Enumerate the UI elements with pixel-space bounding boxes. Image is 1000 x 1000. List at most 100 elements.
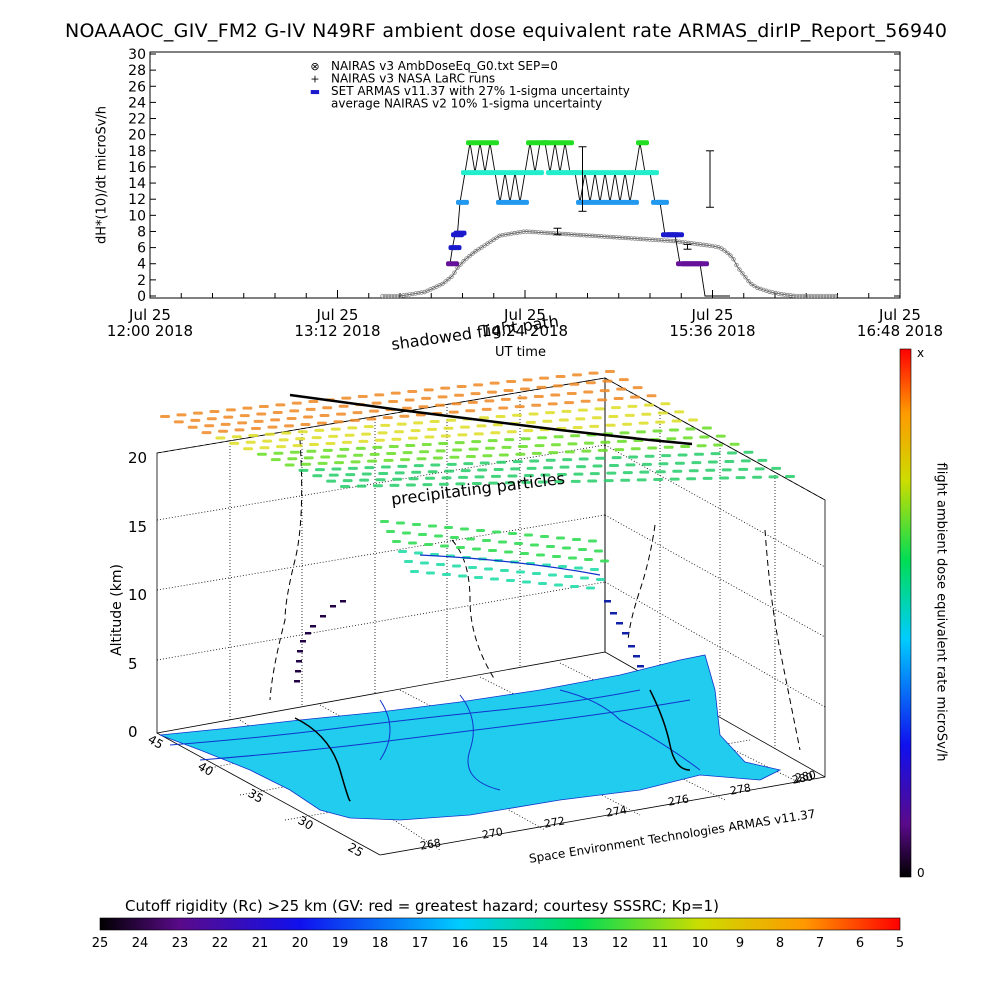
dose-dash <box>434 403 445 407</box>
dose-dash <box>312 474 323 478</box>
dose-dash <box>432 456 443 460</box>
dose-dash <box>539 376 550 380</box>
y-tick-label: 12 <box>128 192 146 208</box>
dose-dash <box>622 422 633 426</box>
dose-dash <box>594 407 605 411</box>
nairas-point <box>656 237 661 243</box>
nairas-point <box>701 242 706 247</box>
dose-dash <box>724 459 735 463</box>
dose-dash <box>364 466 375 470</box>
dose-dash <box>496 460 507 464</box>
nairas-point <box>413 291 418 296</box>
dose-dash <box>328 473 339 477</box>
nairas-point <box>467 253 472 259</box>
right-colorbar-bottom: 0 <box>917 866 925 880</box>
dose-dash <box>548 451 559 455</box>
nairas-point <box>782 292 787 297</box>
nairas-point <box>818 293 823 299</box>
legend-label: NAIRAS v3 AmbDoseEq_G0.txt SEP=0 <box>331 59 558 73</box>
dose-dash <box>206 417 217 421</box>
dose-dash <box>644 454 655 458</box>
nairas-point <box>587 233 592 238</box>
dose-dash <box>669 477 680 481</box>
dose-dash <box>514 405 525 409</box>
dose-dash <box>581 449 592 453</box>
dose-dash <box>361 432 372 436</box>
dose-dash <box>580 399 591 403</box>
nairas-point <box>527 229 532 234</box>
dose-dash <box>488 481 499 485</box>
armas-point <box>701 261 709 267</box>
dose-dash <box>740 459 751 463</box>
nairas-point <box>545 230 550 236</box>
dose-dash <box>386 451 397 455</box>
dose-dash <box>569 382 580 386</box>
dose-dash <box>671 419 682 423</box>
nairas-point <box>815 293 820 299</box>
dose-dash <box>715 434 726 438</box>
dose-dash <box>588 539 597 543</box>
x-tick-label: Jul 25 <box>503 306 546 324</box>
top-series-layer <box>380 140 838 299</box>
y-tick-label: 18 <box>128 144 146 160</box>
nairas-point <box>503 232 508 237</box>
dose-dash <box>204 424 215 428</box>
nairas-point <box>581 233 586 238</box>
x-tick-label: 14:24 2018 <box>482 322 568 340</box>
dose-dash <box>413 464 424 468</box>
dose-dash <box>613 396 624 400</box>
colorbar-tick-label: 19 <box>331 936 349 951</box>
dose-dash <box>440 434 451 438</box>
nairas-point <box>440 281 445 287</box>
dose-dash <box>686 477 697 481</box>
dose-dash <box>295 437 306 441</box>
dose-dash <box>339 447 350 451</box>
dose-dash <box>435 449 446 453</box>
armas-point <box>491 140 499 146</box>
nairas-point <box>794 293 799 299</box>
nairas-point <box>809 293 814 299</box>
dose-dash <box>300 422 311 426</box>
dose-dash <box>729 442 740 446</box>
dose-dash <box>314 428 325 432</box>
dose-dash <box>500 569 509 572</box>
right-colorbar-label: flight ambient dose equivalent rate micr… <box>933 462 949 762</box>
dose-dash <box>414 551 423 555</box>
nairas-point <box>659 238 664 243</box>
nairas-point <box>599 234 604 239</box>
mid-path <box>419 554 601 576</box>
dose-dash <box>738 467 749 471</box>
dose-dash <box>559 465 570 469</box>
nairas-point <box>737 267 742 272</box>
dose-dash <box>694 452 705 456</box>
dose-dash <box>545 411 556 415</box>
dose-dash <box>410 429 421 433</box>
dose-dash <box>754 467 765 471</box>
dose-dash <box>436 563 445 566</box>
dose-dash <box>517 396 528 400</box>
dose-dash <box>345 473 356 477</box>
nairas-point <box>443 279 448 284</box>
dose-dash <box>305 407 316 411</box>
dose-dash <box>691 461 702 465</box>
dose-dash <box>610 406 621 410</box>
dose-dash <box>495 414 506 418</box>
dose-dash <box>558 565 567 568</box>
dose-dash <box>456 546 465 549</box>
dose-dash <box>576 465 587 469</box>
dose-dash <box>374 393 385 397</box>
nairas-point <box>578 232 583 238</box>
dose-dash <box>596 578 605 581</box>
dose-dash <box>479 416 490 420</box>
nairas-point <box>482 243 487 248</box>
x-tick-label: 15:36 2018 <box>669 322 755 340</box>
dose-dash <box>273 451 284 455</box>
right-colorbar-top: x <box>917 346 925 360</box>
dose-dash <box>498 406 509 410</box>
nairas-point <box>779 292 784 297</box>
dose-dash <box>429 420 440 424</box>
dose-dash <box>407 436 418 440</box>
dose-dash <box>628 455 639 459</box>
armas-point <box>536 170 544 176</box>
